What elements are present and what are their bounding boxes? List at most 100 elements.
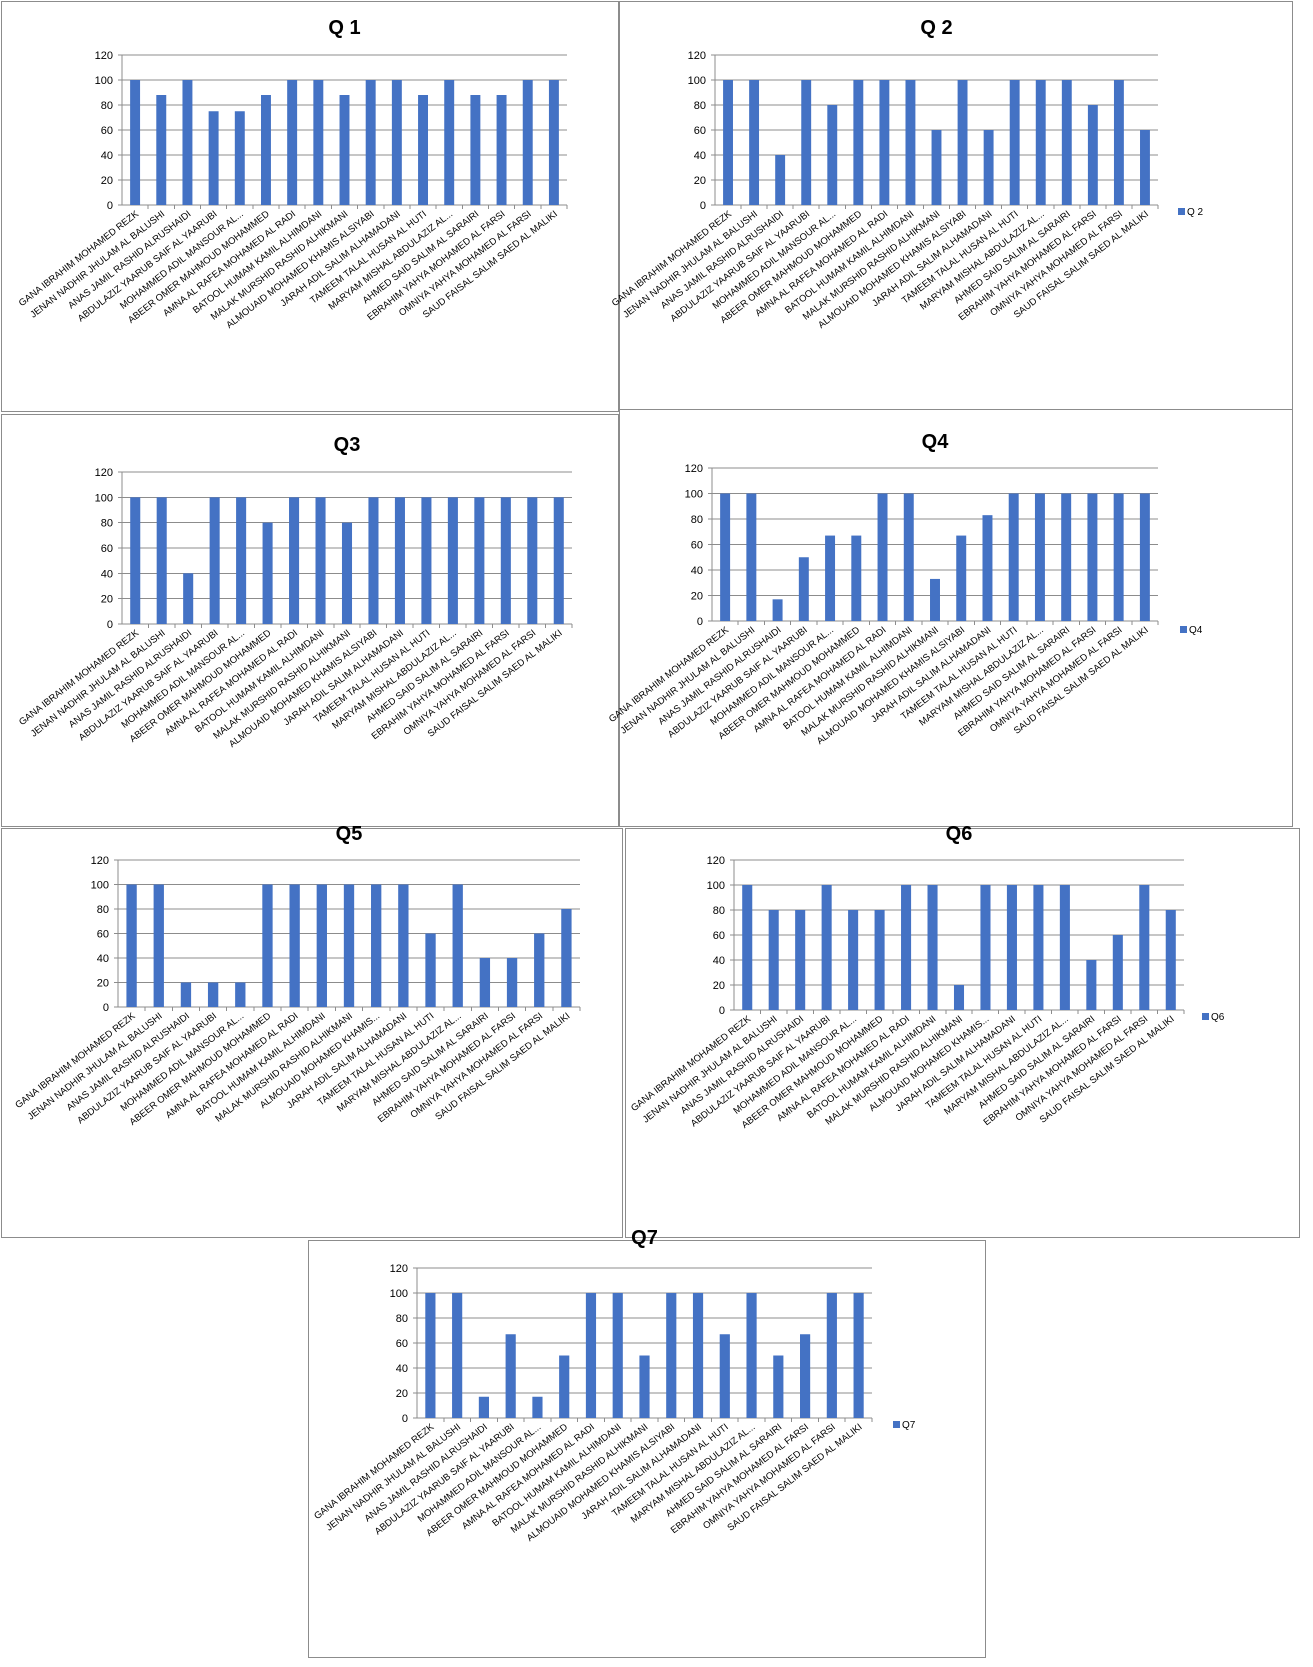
bar [130,80,141,205]
y-tick-label: 80 [396,1313,408,1325]
bar [800,1334,811,1418]
bar [798,557,809,621]
y-tick-label: 20 [396,1388,408,1400]
bar [287,80,298,205]
bar [1059,885,1070,1010]
y-tick-label: 40 [713,955,725,967]
legend-label: Q6 [1211,1012,1225,1023]
bar [1009,80,1020,205]
bar [825,535,836,621]
y-tick-label: 40 [694,150,706,162]
bar [316,884,327,1007]
bar [262,884,273,1007]
bar [772,599,783,621]
y-tick-label: 0 [697,616,703,628]
bar [183,573,194,624]
bar [156,497,167,624]
bar [425,933,436,1007]
bar [425,1293,436,1418]
bar [749,80,760,205]
legend-label: Q7 [902,1420,916,1431]
y-tick-label: 20 [694,175,706,187]
y-tick-label: 60 [396,1338,408,1350]
bar [418,95,429,205]
bar [956,535,967,621]
bar [365,80,376,205]
bar [505,1334,516,1418]
y-tick-label: 80 [97,904,109,916]
bar [1008,493,1019,621]
bar [522,80,533,205]
bar [548,80,559,205]
bar [742,885,753,1010]
y-tick-label: 100 [685,489,703,501]
bar [692,1293,704,1418]
bar [289,884,300,1007]
bar [474,497,485,624]
y-tick-label: 40 [396,1363,408,1375]
y-tick-label: 80 [694,100,706,112]
bar [1113,493,1124,621]
bar [821,885,832,1010]
bar [156,95,167,205]
y-tick-label: 60 [101,543,113,555]
bar [982,515,993,621]
y-tick-label: 40 [101,568,113,580]
bar [720,493,731,621]
bar [980,885,991,1010]
bar [1034,493,1045,621]
y-tick-label: 120 [688,50,706,62]
bar [313,80,324,205]
bar [768,910,779,1010]
y-tick-label: 0 [107,619,113,631]
legend-swatch [893,1421,900,1428]
bar [1086,960,1097,1010]
bar [341,522,353,624]
bar [931,130,942,205]
y-tick-label: 120 [95,467,113,479]
y-tick-label: 60 [691,540,703,552]
bar [1061,80,1072,205]
bar [801,80,812,205]
bar [903,493,914,621]
y-tick-label: 0 [107,200,113,212]
bar [901,885,912,1010]
bar [371,884,382,1007]
bar [398,884,409,1007]
bar [585,1293,597,1418]
y-tick-label: 120 [707,855,725,867]
chart-title: Q7 [631,1227,658,1249]
bar [1061,493,1072,621]
legend-label: Q 2 [1187,207,1204,218]
bar [553,497,564,624]
legend-swatch [1180,626,1187,633]
bar [208,111,219,205]
bar [905,80,916,205]
bar [746,1293,757,1418]
bar [719,1334,730,1418]
bar [479,958,491,1007]
bar [496,95,507,205]
chart-panel-q2: Q 2 0 20 40 60 80 100 120 GANA IBRAHIM MOHAMED R… [610,1,1293,412]
bar [1033,885,1044,1010]
bar [1165,910,1176,1010]
y-tick-label: 40 [691,565,703,577]
bar [827,105,838,205]
bar [773,1355,784,1418]
bar [879,80,890,205]
y-tick-label: 100 [688,75,706,87]
y-tick-label: 60 [694,125,706,137]
bar [1006,885,1017,1010]
bar [444,80,455,205]
chart-panel-q5: Q5 0 20 40 60 80 100 120 GANA IBRAHIM MOHAMED RE… [1,823,623,1238]
y-tick-label: 0 [719,1005,725,1017]
y-tick-label: 40 [101,150,113,162]
chart-title: Q6 [946,823,973,845]
bar [877,493,888,621]
bar [452,884,463,1007]
bar [234,111,245,205]
chart-panel-q3: Q3 0 20 40 60 80 100 120 GANA IBRAHIM MOHAMED RE… [1,414,619,827]
